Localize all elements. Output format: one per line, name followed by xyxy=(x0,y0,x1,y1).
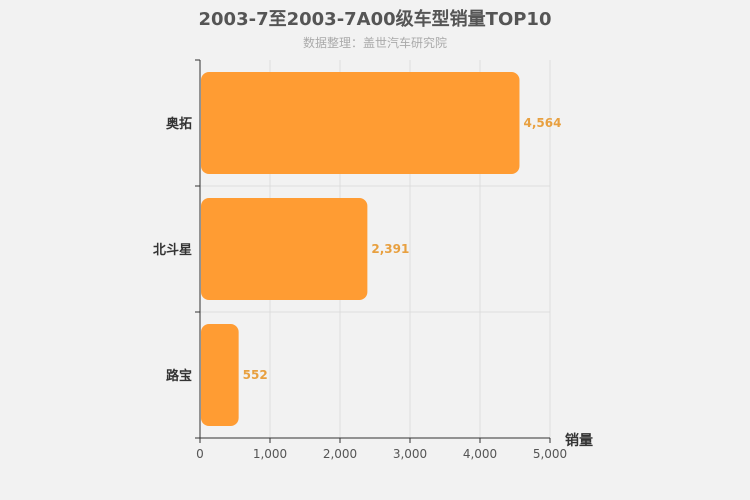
category-label: 路宝 xyxy=(166,368,192,384)
category-label: 北斗星 xyxy=(153,243,192,258)
chart-subtitle: 数据整理：盖世汽车研究院 xyxy=(302,36,447,50)
x-axis-title: 销量 xyxy=(565,432,593,449)
x-tick-label: 2,000 xyxy=(323,447,357,461)
bar xyxy=(201,72,520,174)
bar xyxy=(201,324,239,426)
x-tick-label: 4,000 xyxy=(463,447,497,461)
value-label: 4,564 xyxy=(523,116,561,130)
category-label: 奥拓 xyxy=(166,116,192,132)
x-tick-label: 0 xyxy=(196,447,204,461)
x-tick-label: 1,000 xyxy=(253,447,287,461)
x-tick-label: 5,000 xyxy=(533,447,567,461)
x-tick-label: 3,000 xyxy=(393,447,427,461)
chart-title: 2003-7至2003-7A00级车型销量TOP10 xyxy=(198,9,552,30)
value-label: 552 xyxy=(243,368,268,382)
bar xyxy=(201,198,368,300)
value-label: 2,391 xyxy=(371,242,409,256)
